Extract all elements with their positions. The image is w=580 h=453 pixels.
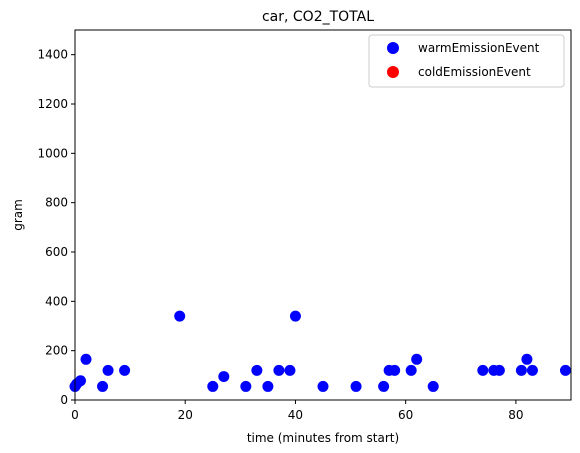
x-tick-label: 60 [398, 408, 413, 422]
data-point [273, 364, 285, 376]
y-axis-ticks: 0 200 400 600 800 1000 1200 1400 [37, 48, 75, 407]
data-point [97, 380, 109, 392]
data-point [284, 364, 296, 376]
x-tick-label: 0 [71, 408, 79, 422]
data-point [405, 364, 417, 376]
data-point [389, 364, 401, 376]
y-tick-label: 200 [45, 344, 68, 358]
data-point [559, 364, 571, 376]
legend: warmEmissionEvent coldEmissionEvent [368, 34, 565, 88]
data-point [251, 364, 263, 376]
data-point [262, 380, 274, 392]
legend-label-cold: coldEmissionEvent [418, 65, 531, 79]
legend-label-warm: warmEmissionEvent [418, 41, 540, 55]
data-point [119, 364, 131, 376]
data-point [80, 353, 92, 365]
x-tick-label: 80 [508, 408, 523, 422]
y-tick-label: 1200 [37, 97, 68, 111]
x-tick-label: 20 [178, 408, 193, 422]
data-point [102, 364, 114, 376]
data-point [240, 380, 252, 392]
y-tick-label: 800 [45, 196, 68, 210]
y-tick-label: 400 [45, 294, 68, 308]
legend-marker-warm [387, 42, 399, 54]
data-point [427, 380, 439, 392]
data-point [515, 364, 527, 376]
data-point [521, 353, 533, 365]
data-point [289, 310, 301, 322]
x-tick-label: 40 [288, 408, 303, 422]
data-point [378, 380, 390, 392]
y-tick-label: 1400 [37, 48, 68, 62]
data-point [317, 380, 329, 392]
data-point [411, 353, 423, 365]
data-point [477, 364, 489, 376]
y-axis-label: gram [11, 199, 25, 231]
y-tick-label: 600 [45, 245, 68, 259]
data-point [493, 364, 505, 376]
chart-title: car, CO2_TOTAL [262, 9, 374, 25]
data-point [75, 375, 87, 387]
legend-marker-cold [387, 66, 399, 78]
y-tick-label: 1000 [37, 146, 68, 160]
data-points [69, 310, 571, 392]
legend-box [368, 34, 565, 88]
data-point [526, 364, 538, 376]
x-axis-ticks: 0 20 40 60 80 [71, 400, 524, 422]
data-point [174, 310, 186, 322]
data-point [207, 380, 219, 392]
plot-frame [74, 29, 572, 401]
data-point [218, 371, 230, 383]
y-tick-label: 0 [60, 393, 68, 407]
x-axis-label: time (minutes from start) [247, 431, 399, 445]
data-point [350, 380, 362, 392]
